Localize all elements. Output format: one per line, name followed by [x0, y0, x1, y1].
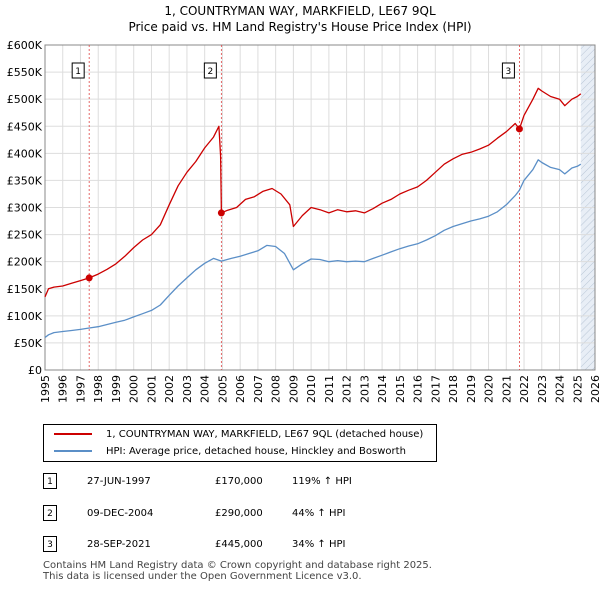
legend: 1, COUNTRYMAN WAY, MARKFIELD, LE67 9QL (… [43, 424, 437, 462]
x-tick-label: 2001 [145, 375, 158, 403]
x-tick-label: 2019 [465, 375, 478, 403]
y-tick-label: £200K [7, 256, 43, 269]
transaction-price: £170,000 [215, 476, 263, 487]
transaction-point [515, 125, 523, 133]
hpi-line [44, 159, 582, 339]
x-tick-label: 2005 [216, 375, 229, 403]
legend-item-hpi: HPI: Average price, detached house, Hinc… [54, 444, 406, 460]
y-tick-label: £600K [7, 39, 43, 52]
y-tick-label: £250K [7, 229, 43, 242]
transaction-date: 27-JUN-1997 [87, 476, 151, 487]
y-tick-label: £300K [7, 202, 43, 215]
chart-title: 1, COUNTRYMAN WAY, MARKFIELD, LE67 9QL P… [0, 3, 600, 35]
x-tick-label: 2015 [394, 375, 407, 403]
x-tick-label: 2012 [341, 375, 354, 403]
transaction-marker: 1 [43, 473, 57, 489]
title-line-2: Price paid vs. HM Land Registry's House … [128, 20, 472, 34]
footer: Contains HM Land Registry data © Crown c… [43, 560, 432, 582]
transaction-point [85, 274, 93, 282]
x-tick-label: 2014 [376, 375, 389, 403]
x-tick-label: 2024 [554, 375, 567, 403]
y-tick-label: £550K [7, 66, 43, 79]
transaction-row: 3 28-SEP-2021 £445,000 34% ↑ HPI [43, 536, 563, 554]
plot-border [44, 44, 596, 371]
x-tick-label: 2016 [412, 375, 425, 403]
transaction-marker-label: 1 [75, 67, 81, 77]
transaction-hpi-change: 119% ↑ HPI [292, 476, 352, 487]
x-tick-label: 2010 [305, 375, 318, 403]
transaction-price: £290,000 [215, 508, 263, 519]
x-tick-label: 2004 [199, 375, 212, 403]
legend-item-property: 1, COUNTRYMAN WAY, MARKFIELD, LE67 9QL (… [54, 427, 423, 443]
footer-line-2: This data is licensed under the Open Gov… [43, 571, 362, 582]
legend-swatch-property [54, 433, 92, 435]
transaction-point [217, 209, 225, 217]
x-tick-label: 2020 [483, 375, 496, 403]
x-tick-label: 2008 [270, 375, 283, 403]
transaction-marker-box [203, 62, 217, 79]
x-tick-label: 2000 [128, 375, 141, 403]
y-tick-label: £450K [7, 120, 43, 133]
legend-swatch-hpi [54, 450, 92, 452]
y-tick-label: £0 [28, 364, 42, 377]
transaction-hpi-change: 44% ↑ HPI [292, 508, 346, 519]
transaction-hpi-change: 34% ↑ HPI [292, 539, 346, 550]
legend-label-hpi: HPI: Average price, detached house, Hinc… [106, 446, 406, 457]
x-tick-label: 2009 [287, 375, 300, 403]
x-tick-label: 2026 [589, 375, 600, 403]
x-tick-label: 1998 [92, 375, 105, 403]
transaction-marker-box [501, 62, 515, 79]
x-tick-label: 1999 [110, 375, 123, 403]
y-tick-label: £100K [7, 310, 43, 323]
x-tick-label: 2006 [234, 375, 247, 403]
transaction-row: 2 09-DEC-2004 £290,000 44% ↑ HPI [43, 505, 563, 523]
price-chart: £0 £50K £100K £150K £200K £250K £300K £350K £400… [7, 39, 600, 403]
x-tick-label: 2002 [163, 375, 176, 403]
y-tick-label: £50K [14, 337, 43, 350]
y-tick-label: £400K [7, 147, 43, 160]
transaction-date: 09-DEC-2004 [87, 508, 154, 519]
x-tick-label: 2025 [571, 375, 584, 403]
x-tick-label: 1997 [74, 375, 87, 403]
x-tick-label: 1996 [57, 375, 70, 403]
property-price-line [44, 87, 582, 298]
x-tick-label: 2003 [181, 375, 194, 403]
title-line-1: 1, COUNTRYMAN WAY, MARKFIELD, LE67 9QL [164, 4, 436, 18]
transaction-row: 1 27-JUN-1997 £170,000 119% ↑ HPI [43, 473, 563, 491]
x-tick-label: 2018 [447, 375, 460, 403]
x-tick-label: 1995 [39, 375, 52, 403]
x-tick-label: 2007 [252, 375, 265, 403]
x-tick-label: 2023 [536, 375, 549, 403]
transaction-marker-box [71, 62, 85, 79]
transaction-price: £445,000 [215, 539, 263, 550]
transaction-marker-label: 2 [207, 67, 213, 77]
x-tick-label: 2013 [358, 375, 371, 403]
x-tick-label: 2017 [429, 375, 442, 403]
transaction-date: 28-SEP-2021 [87, 539, 151, 550]
transaction-marker: 3 [43, 536, 57, 552]
y-tick-label: £150K [7, 283, 43, 296]
footer-line-1: Contains HM Land Registry data © Crown c… [43, 560, 432, 571]
x-tick-label: 2011 [323, 375, 336, 403]
y-tick-label: £350K [7, 174, 43, 187]
transaction-marker-label: 3 [506, 67, 512, 77]
x-tick-label: 2021 [500, 375, 513, 403]
transaction-marker: 2 [43, 505, 57, 521]
legend-label-property: 1, COUNTRYMAN WAY, MARKFIELD, LE67 9QL (… [106, 429, 424, 440]
y-tick-label: £500K [7, 93, 43, 106]
x-tick-label: 2022 [518, 375, 531, 403]
